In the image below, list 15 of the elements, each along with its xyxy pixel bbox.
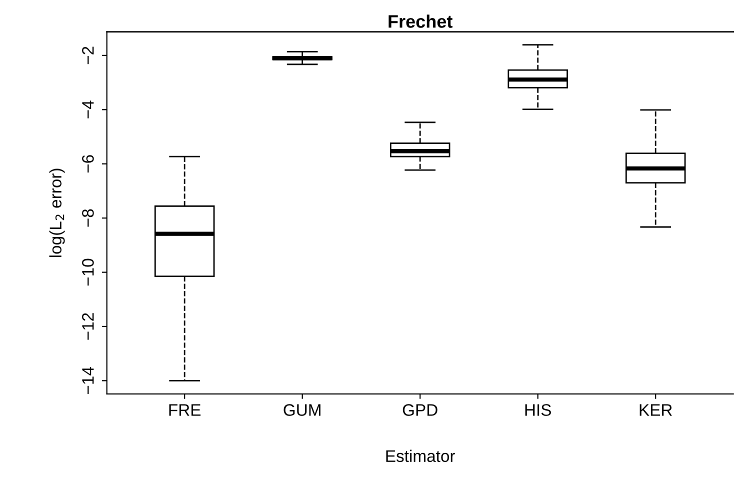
y-tick-label: −2 — [82, 46, 94, 64]
y-tick-label: −14 — [82, 367, 94, 394]
y-axis-title: log(L$_{2}$ error) — [49, 168, 65, 258]
x-tick-label: GPD — [402, 404, 438, 416]
x-tick-label: HIS — [525, 404, 551, 416]
y-tick-label: −10 — [82, 258, 94, 286]
y-tick-label: −8 — [82, 209, 94, 227]
x-tick-label: KER — [640, 404, 672, 416]
x-tick-label: FRE — [169, 404, 201, 416]
chart-title: Frechet — [388, 14, 452, 28]
x-tick-label: GUM — [284, 404, 320, 416]
y-tick-label: −4 — [82, 100, 94, 118]
y-tick-label: −6 — [82, 155, 94, 173]
x-axis-title: Estimator — [386, 450, 456, 462]
y-tick-label: −12 — [82, 313, 94, 340]
